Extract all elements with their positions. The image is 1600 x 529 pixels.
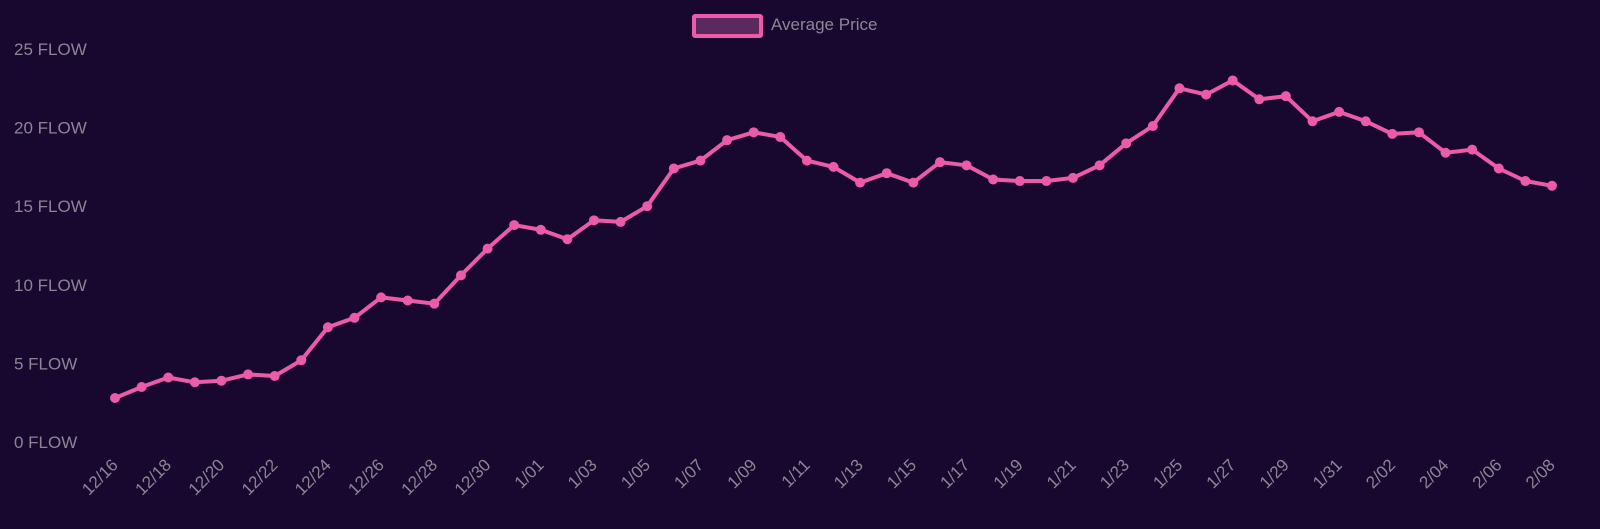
x-tick-label: 12/16 (78, 455, 122, 499)
data-point[interactable] (349, 312, 360, 323)
data-point[interactable] (1334, 106, 1345, 117)
data-point[interactable] (322, 322, 333, 333)
x-tick-label: 1/21 (1043, 455, 1080, 492)
data-point[interactable] (1547, 180, 1557, 191)
data-point[interactable] (1467, 144, 1478, 155)
x-tick-label: 12/20 (185, 455, 229, 499)
data-point[interactable] (1307, 116, 1318, 127)
data-point[interactable] (748, 127, 759, 138)
x-tick-label: 1/09 (724, 455, 761, 492)
data-point[interactable] (1440, 147, 1451, 158)
plot-area (110, 75, 1557, 403)
data-point[interactable] (1174, 83, 1185, 94)
data-point[interactable] (881, 168, 892, 179)
y-axis: 0 FLOW 5 FLOW 10 FLOW 15 FLOW 20 FLOW 25 FLOW (14, 40, 87, 452)
legend-swatch (692, 14, 763, 38)
data-point[interactable] (1360, 116, 1371, 127)
data-point[interactable] (1041, 176, 1052, 187)
x-tick-label: 1/07 (670, 455, 707, 492)
x-tick-label: 1/17 (937, 455, 974, 492)
data-point[interactable] (642, 201, 653, 212)
chart-legend[interactable]: Average Price (692, 14, 877, 38)
data-point[interactable] (1094, 160, 1105, 171)
x-tick-label: 1/13 (830, 455, 867, 492)
x-tick-label: 2/06 (1469, 455, 1506, 492)
data-point[interactable] (615, 216, 626, 227)
x-tick-label: 2/02 (1362, 455, 1399, 492)
x-tick-label: 2/08 (1522, 455, 1559, 492)
data-point[interactable] (695, 155, 706, 166)
data-point[interactable] (269, 370, 280, 381)
x-tick-label: 1/11 (778, 455, 814, 491)
data-point[interactable] (562, 234, 573, 245)
data-point[interactable] (1147, 121, 1158, 132)
y-tick-label: 0 FLOW (14, 433, 77, 452)
data-point[interactable] (1014, 176, 1025, 187)
x-tick-label: 12/22 (238, 455, 282, 499)
series-line (114, 78, 1553, 400)
data-point[interactable] (163, 372, 174, 383)
data-point[interactable] (110, 392, 120, 403)
data-point[interactable] (402, 295, 413, 306)
x-tick-label: 1/25 (1149, 455, 1186, 492)
data-point[interactable] (429, 298, 440, 309)
x-tick-label: 1/15 (883, 455, 920, 492)
y-tick-label: 15 FLOW (14, 197, 87, 216)
x-tick-label: 1/23 (1096, 455, 1133, 492)
data-point[interactable] (535, 224, 546, 235)
data-point[interactable] (908, 177, 919, 188)
data-point[interactable] (1493, 163, 1504, 174)
data-point[interactable] (1227, 75, 1238, 86)
data-point[interactable] (1387, 128, 1398, 139)
x-tick-label: 1/29 (1256, 455, 1293, 492)
data-point[interactable] (722, 135, 733, 146)
data-point[interactable] (589, 215, 599, 226)
data-point[interactable] (775, 132, 786, 143)
x-tick-label: 2/04 (1416, 455, 1453, 492)
data-point[interactable] (961, 160, 972, 171)
data-point[interactable] (1201, 89, 1212, 100)
data-point[interactable] (455, 270, 466, 281)
data-point[interactable] (189, 377, 200, 388)
data-point[interactable] (1254, 94, 1265, 105)
x-tick-label: 1/31 (1309, 455, 1346, 492)
x-tick-label: 12/18 (132, 455, 176, 499)
data-point[interactable] (1413, 127, 1424, 138)
x-axis: 12/16 12/18 12/20 12/22 12/24 12/26 12/28 12/30… (78, 455, 1559, 499)
data-point[interactable] (243, 369, 254, 380)
data-point[interactable] (1520, 176, 1531, 187)
x-tick-label: 12/26 (344, 455, 388, 499)
data-point[interactable] (801, 155, 812, 166)
data-point[interactable] (668, 163, 679, 174)
data-point[interactable] (509, 220, 520, 231)
x-tick-label: 1/19 (990, 455, 1027, 492)
data-point[interactable] (828, 161, 839, 172)
data-point[interactable] (1068, 172, 1078, 183)
x-tick-label: 1/03 (564, 455, 601, 492)
x-tick-label: 12/24 (291, 455, 335, 499)
data-point[interactable] (482, 243, 493, 254)
data-point[interactable] (1121, 138, 1132, 149)
x-tick-label: 12/28 (398, 455, 442, 499)
x-tick-label: 1/01 (511, 455, 548, 492)
data-point[interactable] (1280, 91, 1291, 102)
data-point[interactable] (296, 355, 307, 366)
data-point[interactable] (136, 381, 147, 392)
legend-label: Average Price (771, 15, 877, 34)
data-point[interactable] (376, 292, 387, 303)
x-tick-label: 1/05 (617, 455, 654, 492)
y-tick-label: 10 FLOW (14, 276, 87, 295)
x-tick-label: 12/30 (451, 455, 495, 499)
y-tick-label: 5 FLOW (14, 354, 77, 373)
data-point[interactable] (934, 157, 945, 168)
y-tick-label: 20 FLOW (14, 119, 87, 138)
data-point[interactable] (988, 174, 999, 185)
data-point[interactable] (855, 177, 866, 188)
y-tick-label: 25 FLOW (14, 40, 87, 59)
x-tick-label: 1/27 (1203, 455, 1240, 492)
data-point[interactable] (216, 375, 227, 386)
